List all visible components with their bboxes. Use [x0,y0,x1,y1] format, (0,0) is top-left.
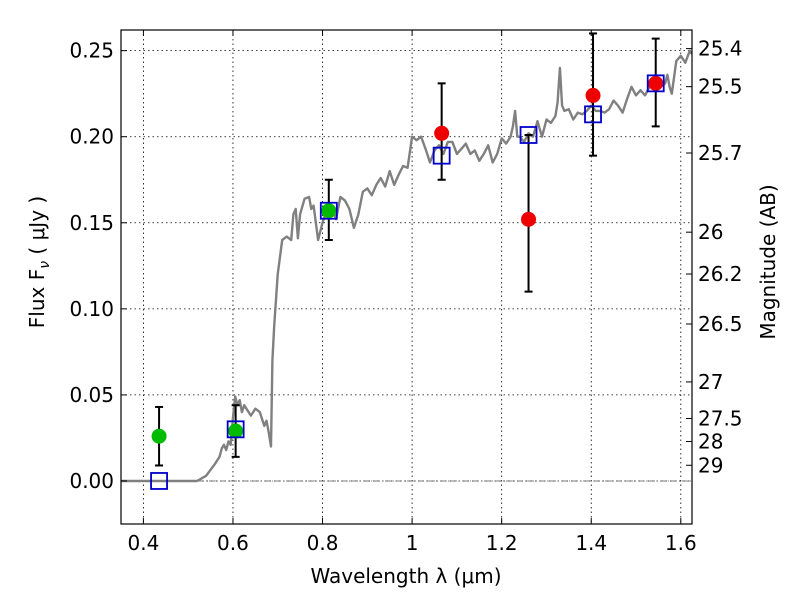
photometry-point [228,423,244,439]
mag-tick-label: 25.5 [698,75,743,99]
y-tick-label: 0.05 [69,383,114,407]
mag-tick-label: 27 [698,370,723,394]
tick-layer: 0.4 0.6 0.8 1 1.2 1.4 1.6 0.00 0.05 0.10 0.15 0.20 0… [69,30,743,555]
y2-axis-label: Magnitude (AB) [756,184,780,339]
y-tick-label: 0.25 [69,39,114,63]
photometry-point [585,87,601,103]
photometry-point [434,125,450,141]
y-tick-label: 0.10 [69,297,114,321]
data-layer [121,32,692,490]
x-tick-label: 0.6 [217,531,249,555]
x-tick-label: 1 [406,531,419,555]
y-axis-label-unit: ( μJy ) [25,196,49,261]
plot-area [121,30,692,524]
y-tick-label: 0.20 [69,125,114,149]
y-axis-label-main: Flux F [25,269,49,328]
mag-tick-label: 27.5 [698,406,743,430]
mag-tick-label: 25.7 [698,141,743,165]
y-tick-label: 0.00 [69,469,114,493]
mag-tick-label: 29 [698,453,723,477]
x-tick-label: 0.4 [127,531,159,555]
y-tick-label: 0.15 [69,211,114,235]
mag-tick-label: 26 [698,220,723,244]
model-photometry-square [432,146,451,165]
x-tick-label: 0.8 [307,531,339,555]
model-photometry-square [150,472,168,490]
photometry-point [321,203,337,219]
x-tick-label: 1.2 [486,531,518,555]
x-axis-label: Wavelength λ (μm) [310,564,501,588]
model-photometry-square [226,420,245,439]
model-photometry-square [519,126,538,144]
model-photometry-square [646,74,665,93]
grid-layer [121,30,692,524]
mag-tick-label: 25.4 [698,37,743,61]
model-photometry-square [319,201,338,220]
mag-tick-label: 26.5 [698,312,743,336]
photometry-point [648,75,664,91]
plot-frame [120,29,693,525]
x-tick-label: 1.4 [575,531,607,555]
mag-tick-label: 28 [698,430,723,454]
x-tick-label: 1.6 [665,531,697,555]
y-axis-label-sub: ν [37,261,53,269]
y-axis-label: Flux Fν ( μJy ) [25,196,53,328]
photometry-point [151,428,167,444]
photometry-point [521,211,537,227]
mag-tick-label: 26.2 [698,262,743,286]
model-photometry-square [584,105,602,124]
